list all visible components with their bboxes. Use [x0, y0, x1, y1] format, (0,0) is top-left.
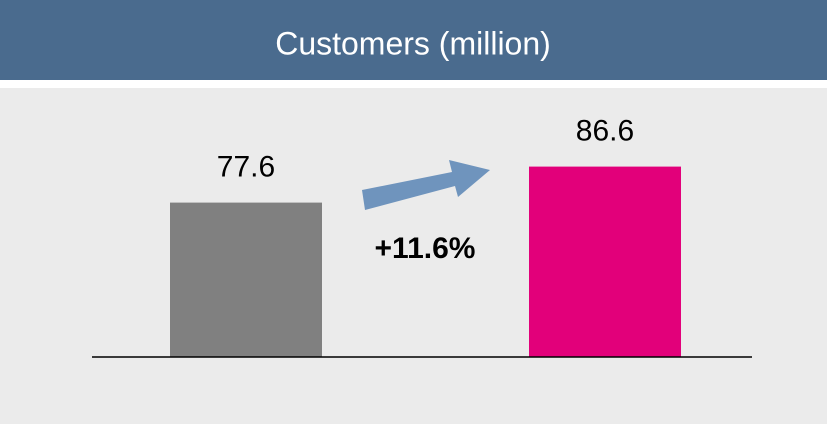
plot-background — [0, 88, 827, 424]
chart-title: Customers (million) — [275, 25, 551, 61]
data-label: 86.6 — [576, 115, 634, 148]
header-band — [0, 0, 827, 80]
bar — [529, 166, 681, 357]
bar — [170, 202, 322, 357]
growth-arrow — [362, 160, 490, 210]
data-label: 77.6 — [217, 151, 275, 184]
annotation: +11.6% — [375, 232, 476, 265]
